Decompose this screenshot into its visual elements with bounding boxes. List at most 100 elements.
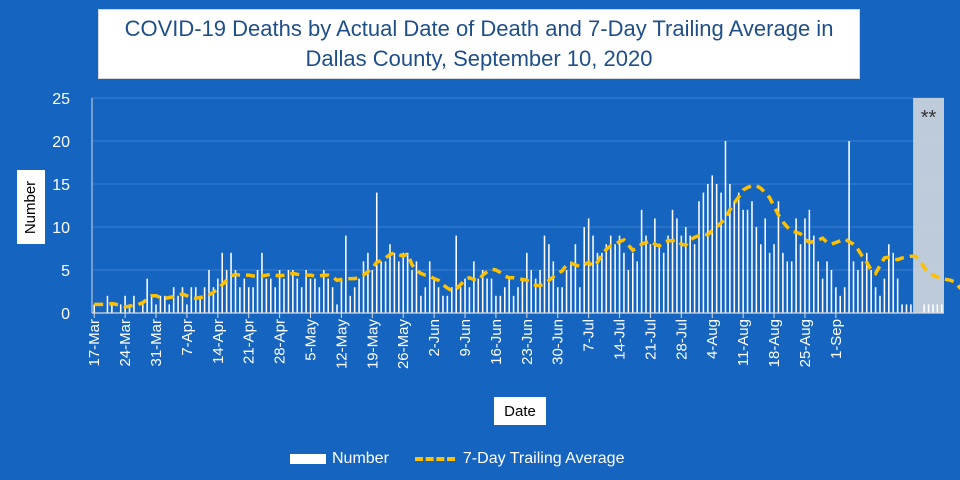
x-tick-label: 21-Apr: [241, 319, 258, 364]
number-bar: [486, 278, 488, 313]
number-bar: [534, 278, 537, 313]
number-bar: [420, 295, 422, 313]
number-bar: [495, 295, 497, 313]
number-bar: [265, 278, 268, 313]
number-bar: [468, 287, 471, 313]
number-bar: [93, 304, 95, 313]
number-bar: [826, 261, 828, 313]
number-bar: [874, 287, 877, 313]
x-tick-label: 4-Aug: [704, 319, 721, 359]
number-bar: [437, 287, 440, 313]
number-bar: [512, 295, 515, 313]
x-tick-label: 17-Mar: [86, 319, 103, 367]
legend-label-number: Number: [332, 450, 389, 467]
incomplete-data-annotation: **: [921, 107, 937, 129]
x-tick-label: 28-Jul: [673, 319, 690, 360]
number-bar: [790, 261, 793, 313]
number-bar: [428, 261, 431, 313]
number-bar: [309, 278, 312, 313]
number-bar: [406, 252, 409, 313]
number-bar: [746, 209, 749, 313]
number-bar: [393, 252, 396, 313]
number-bar: [658, 244, 661, 313]
number-bar: [133, 295, 135, 313]
number-bar: [755, 227, 758, 313]
number-bar: [680, 235, 683, 313]
number-bar: [786, 261, 789, 313]
x-tick-label: 18-Aug: [766, 319, 783, 367]
x-tick-label: 14-Jul: [612, 319, 629, 360]
number-bar: [433, 278, 435, 313]
x-tick-label: 24-Mar: [117, 319, 134, 367]
number-bar: [702, 192, 705, 313]
number-bar: [367, 252, 369, 313]
number-bar: [415, 261, 418, 313]
number-bar: [230, 252, 232, 313]
number-bar: [389, 244, 391, 313]
number-bar: [177, 295, 179, 313]
number-bar: [751, 201, 753, 313]
number-bar: [455, 235, 457, 313]
number-bar: [300, 287, 303, 313]
number-bar: [808, 209, 811, 313]
number-bar: [181, 287, 184, 313]
number-bar: [380, 261, 382, 313]
number-bar: [649, 244, 652, 313]
number-bar: [508, 278, 510, 313]
number-bar: [817, 261, 819, 313]
number-bar: [446, 295, 449, 313]
number-bar: [609, 235, 612, 313]
number-bar: [208, 270, 210, 313]
number-bar: [530, 270, 533, 313]
chart-title-line-2: Dallas County, September 10, 2020: [305, 46, 653, 71]
number-bar: [296, 278, 299, 313]
number-bar: [477, 278, 480, 313]
number-bar: [349, 295, 352, 313]
number-bar: [843, 287, 846, 313]
number-bar: [777, 201, 780, 313]
number-bar: [623, 252, 625, 313]
trailing-average-series: [94, 183, 960, 309]
number-bar: [932, 304, 934, 313]
number-bar: [111, 304, 113, 313]
number-bar: [203, 287, 206, 313]
legend-bar-swatch: [290, 454, 326, 464]
x-tick-label: 14-Apr: [210, 319, 227, 364]
number-bar: [729, 184, 731, 313]
number-bar: [888, 244, 890, 313]
y-tick-label: 10: [52, 220, 70, 237]
number-bar: [499, 295, 502, 313]
number-bar: [667, 235, 669, 313]
number-bar: [521, 278, 524, 313]
number-bar: [199, 295, 201, 313]
number-bar: [552, 261, 555, 313]
number-bar: [128, 304, 131, 313]
number-bar: [861, 261, 864, 313]
number-bar: [327, 278, 329, 313]
number-bar: [601, 252, 603, 313]
number-bar: [821, 278, 824, 313]
number-bar: [141, 304, 144, 313]
number-bar: [574, 244, 577, 313]
number-bar: [119, 304, 122, 313]
number-bar: [614, 244, 616, 313]
number-bar: [724, 141, 727, 313]
number-bar: [424, 287, 427, 313]
number-bar: [711, 175, 714, 313]
number-bar: [583, 227, 585, 313]
number-bar: [168, 304, 171, 313]
gridlines: [92, 97, 944, 314]
x-tick-label: 7-Apr: [179, 319, 196, 356]
number-bar: [565, 270, 568, 313]
number-bar: [618, 235, 621, 313]
number-bar: [124, 295, 126, 313]
number-bar: [274, 287, 276, 313]
number-bar: [733, 201, 736, 313]
number-bar: [473, 261, 475, 313]
number-bar: [654, 218, 656, 313]
number-bar: [764, 218, 766, 313]
number-bar: [402, 252, 404, 313]
number-bar: [941, 304, 943, 313]
number-bar: [239, 287, 241, 313]
